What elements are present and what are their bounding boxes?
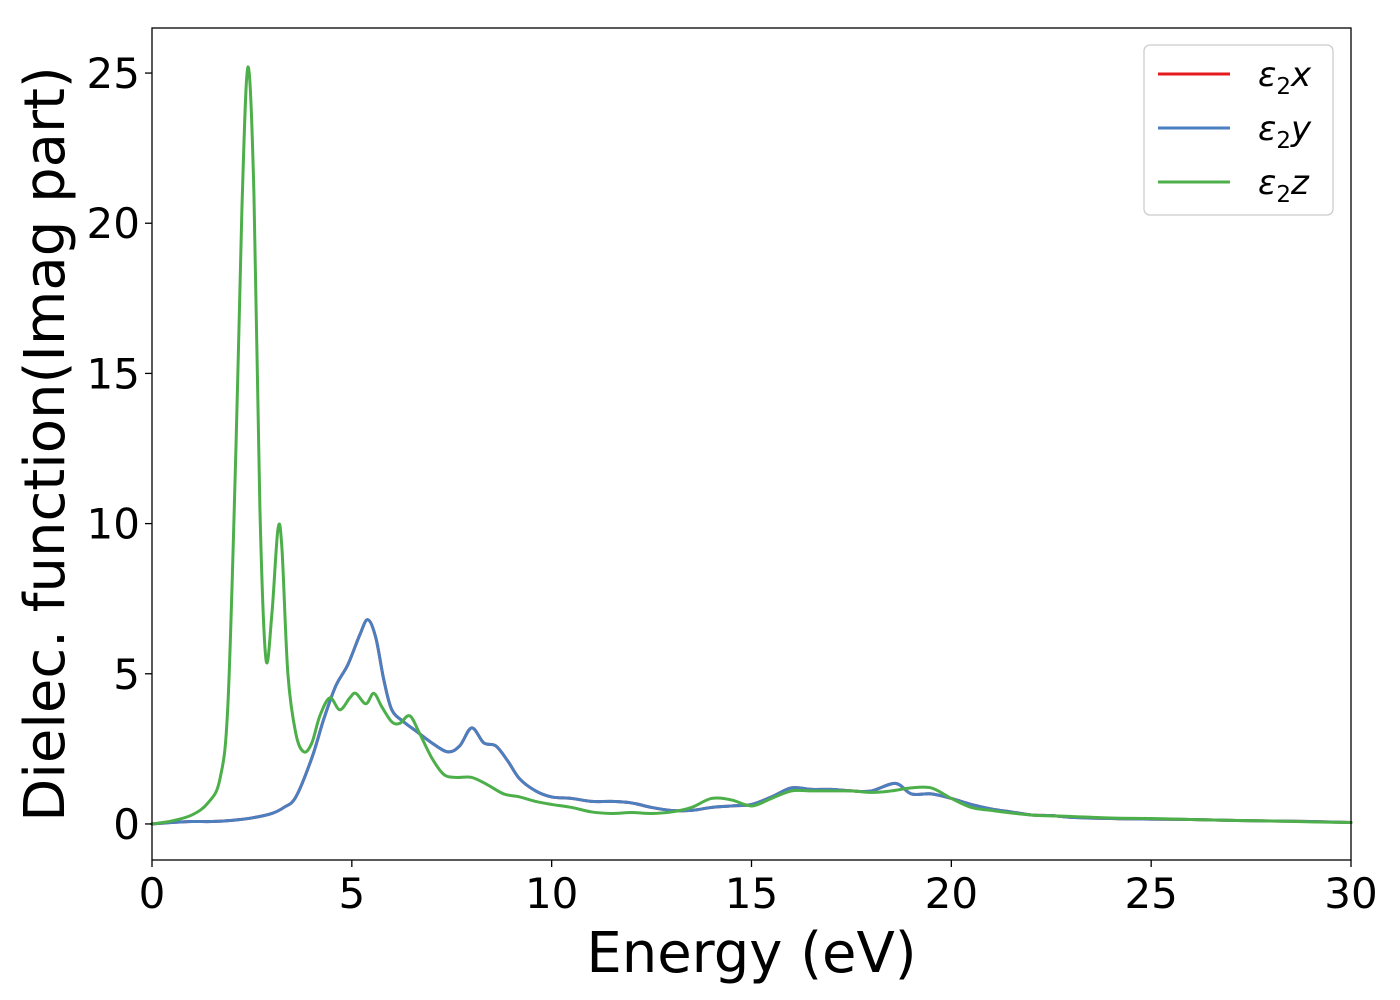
x-tick-label: 10 (525, 869, 578, 918)
y-tick-label: 10 (87, 500, 140, 549)
y-tick-label: 15 (87, 349, 140, 398)
legend-label-z: ε2z (1258, 163, 1310, 208)
legend-box (1143, 44, 1334, 216)
y-tick-label: 25 (87, 49, 140, 98)
legend-label-x: ε2x (1258, 55, 1312, 100)
y-tick-label: 5 (113, 650, 140, 699)
x-tick-label: 5 (338, 869, 365, 918)
y-tick-label: 20 (87, 199, 140, 248)
series-line-z (150, 65, 1353, 826)
x-tick-label: 25 (1124, 869, 1177, 918)
x-axis-title: Energy (eV) (586, 921, 916, 986)
x-tick-label: 20 (925, 869, 978, 918)
legend-label-y: ε2y (1258, 109, 1312, 154)
y-axis-title: Dielec. function(Imag part) (13, 66, 78, 822)
x-tick-label: 0 (139, 869, 166, 918)
y-tick-label: 0 (113, 800, 140, 849)
x-tick-label: 15 (725, 869, 778, 918)
ticks-layer: 0 5 10 15 20 25 30 0 5 10 15 20 25 (87, 49, 1378, 918)
series-layer (150, 65, 1353, 826)
legend: ε2x ε2y ε2z (1143, 44, 1334, 216)
x-tick-label: 30 (1324, 869, 1377, 918)
